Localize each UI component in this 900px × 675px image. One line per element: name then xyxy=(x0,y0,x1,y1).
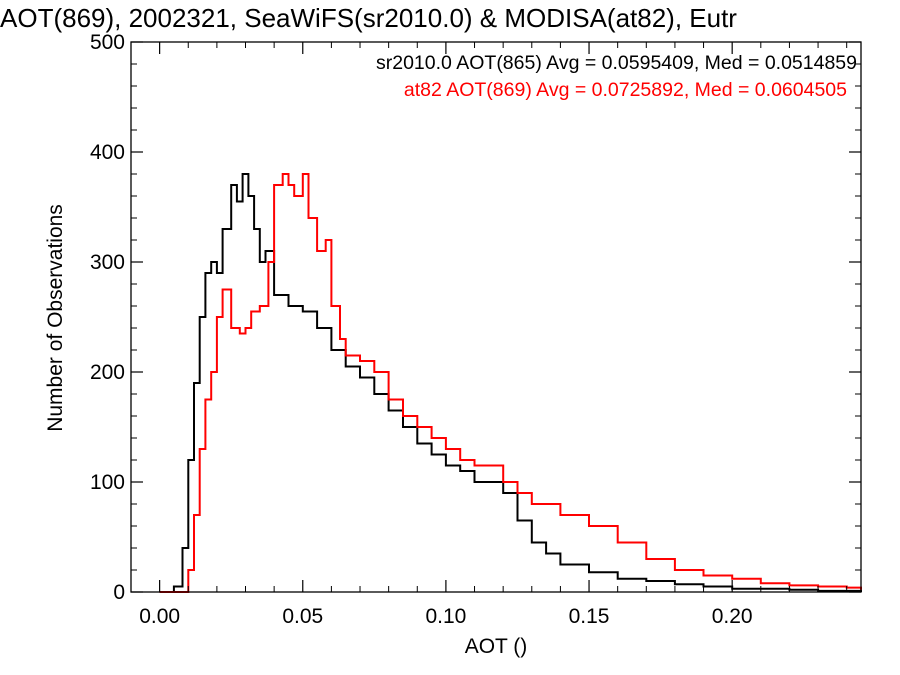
y-tick-label: 200 xyxy=(90,361,125,384)
legend-entry-at82: at82 AOT(869) Avg = 0.0725892, Med = 0.0… xyxy=(404,79,847,101)
x-tick-label: 0.15 xyxy=(569,605,610,628)
x-axis-label: AOT () xyxy=(465,635,528,658)
plot-frame xyxy=(130,41,862,593)
y-tick-label: 0 xyxy=(113,581,125,604)
histogram-series-2 xyxy=(159,173,862,593)
x-tick-label: 0.10 xyxy=(425,605,466,628)
y-tick-label: 100 xyxy=(90,471,125,494)
x-tick-label: 0.20 xyxy=(712,605,753,628)
x-tick-label: 0.05 xyxy=(282,605,323,628)
y-tick-label: 400 xyxy=(90,141,125,164)
legend-entry-sr2010: sr2010.0 AOT(865) Avg = 0.0595409, Med =… xyxy=(376,52,857,74)
x-tick-label: 0.00 xyxy=(139,605,180,628)
axes-layer: 0.00 0.05 0.10 0.15 0.20 0 100 200 300 400 500 xyxy=(90,31,862,628)
y-tick-label: 500 xyxy=(90,31,125,54)
y-axis-label: Number of Observations xyxy=(44,204,67,432)
chart-title: AOT(869), 2002321, SeaWiFS(sr2010.0) & M… xyxy=(0,3,737,33)
histogram-series-1 xyxy=(159,173,862,593)
y-tick-label: 300 xyxy=(90,251,125,274)
series-layer xyxy=(159,173,862,593)
